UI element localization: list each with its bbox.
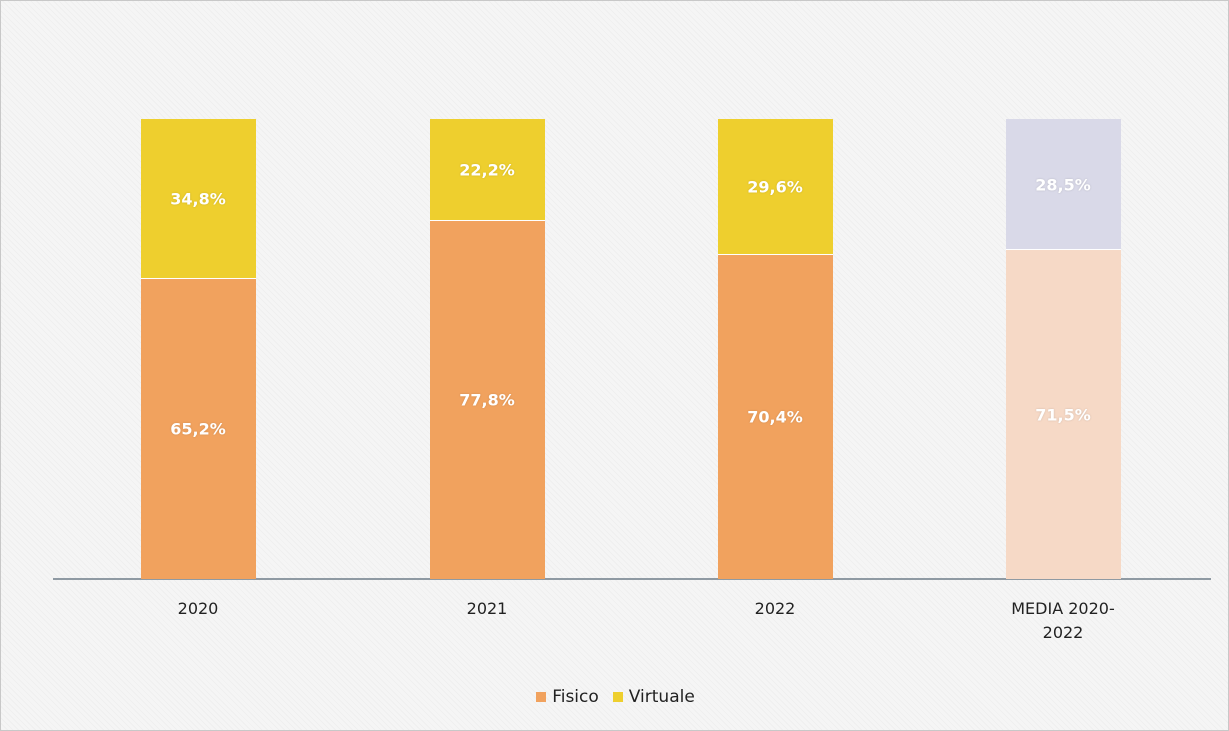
data-label: 29,6% <box>747 177 803 197</box>
legend-label: Fisico <box>552 687 599 707</box>
bar-segment <box>717 119 833 256</box>
legend-item: Virtuale <box>612 687 695 707</box>
bar-segment <box>140 119 256 280</box>
data-label: 70,4% <box>747 407 803 427</box>
data-label: 22,2% <box>459 160 515 180</box>
bar-segment <box>429 119 545 222</box>
x-axis <box>53 578 1211 580</box>
data-label: 77,8% <box>459 390 515 410</box>
x-tick-label: MEDIA 2020-2022 <box>1011 599 1115 642</box>
legend-label: Virtuale <box>628 687 695 707</box>
bar-segment <box>1005 250 1121 579</box>
legend-swatch <box>536 692 547 702</box>
bar-segment <box>140 279 256 579</box>
data-label: 71,5% <box>1035 405 1091 425</box>
bar-segment <box>429 221 545 579</box>
bar-segment <box>717 255 833 579</box>
data-label: 65,2% <box>170 419 226 439</box>
x-tick-label: 2021 <box>466 599 508 618</box>
legend-item: Fisico <box>536 687 599 707</box>
bar-segment <box>1005 119 1121 251</box>
x-tick-label: 2020 <box>177 599 219 618</box>
legend-swatch <box>612 692 623 702</box>
x-tick-label: 2022 <box>754 599 796 618</box>
data-label: 28,5% <box>1035 175 1091 195</box>
data-label: 34,8% <box>170 189 226 209</box>
legend: Fisico Virtuale <box>1 687 1229 707</box>
